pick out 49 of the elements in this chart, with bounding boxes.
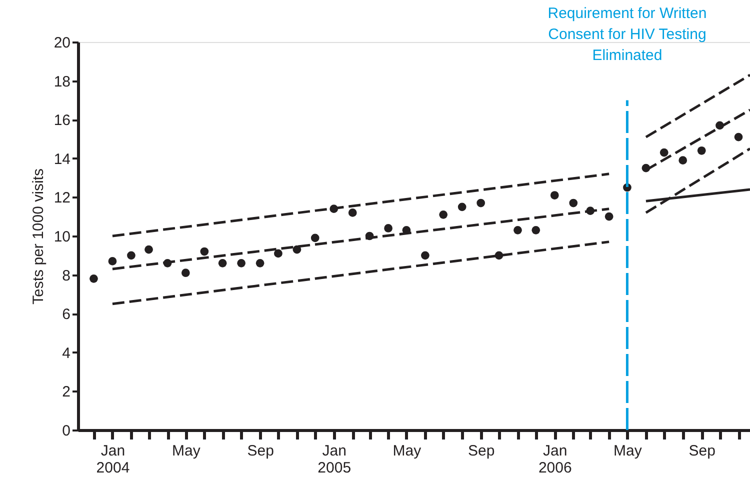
y-tick-label: 12 bbox=[54, 190, 70, 207]
point bbox=[127, 251, 136, 260]
point bbox=[200, 247, 209, 256]
x-tick-label: Jan 2006 bbox=[538, 442, 572, 476]
y-tick-label: 20 bbox=[54, 34, 70, 52]
x-tick-label: Jan 2004 bbox=[96, 442, 130, 476]
x-tick-label: Sep bbox=[468, 442, 495, 460]
x-tick-label: Jan 2005 bbox=[318, 442, 352, 476]
point bbox=[734, 132, 743, 142]
point bbox=[697, 146, 706, 155]
y-tick-label: 6 bbox=[62, 306, 70, 324]
y-axis-title: Tests per 1000 visits bbox=[30, 168, 47, 304]
point bbox=[292, 245, 302, 254]
point bbox=[476, 198, 486, 208]
y-tick-label: 18 bbox=[54, 73, 70, 90]
y-tick-label: 14 bbox=[54, 150, 70, 168]
point bbox=[256, 258, 264, 268]
y-tick-label: 0 bbox=[62, 422, 70, 440]
x-tick-label: May bbox=[614, 442, 642, 460]
point bbox=[569, 198, 578, 208]
point bbox=[237, 258, 246, 268]
x-tick-label: May bbox=[392, 442, 422, 460]
point bbox=[348, 208, 357, 217]
x-tick-label: Sep bbox=[247, 442, 274, 460]
point bbox=[458, 202, 466, 212]
point bbox=[310, 234, 320, 242]
point bbox=[181, 268, 190, 278]
point bbox=[90, 274, 98, 283]
point bbox=[532, 226, 540, 234]
point bbox=[550, 191, 559, 200]
point bbox=[218, 258, 227, 268]
point bbox=[274, 249, 282, 258]
point bbox=[384, 224, 392, 232]
x-tick-label: May bbox=[172, 442, 201, 460]
point bbox=[144, 245, 153, 254]
y-tick-label: 16 bbox=[54, 112, 70, 130]
point bbox=[108, 257, 117, 266]
point bbox=[678, 156, 688, 165]
x-tick-label: Sep bbox=[688, 442, 716, 460]
point bbox=[604, 212, 614, 221]
y-tick-label: 10 bbox=[54, 228, 70, 246]
point bbox=[514, 226, 522, 234]
y-tick-label: 8 bbox=[62, 267, 70, 284]
ref-line-label: Requirement for Written Consent for HIV Testing Eliminated bbox=[548, 5, 707, 64]
y-tick-label: 4 bbox=[62, 344, 70, 362]
point bbox=[660, 148, 668, 157]
point bbox=[421, 251, 430, 260]
point bbox=[439, 210, 448, 219]
y-tick-label: 2 bbox=[62, 384, 70, 401]
